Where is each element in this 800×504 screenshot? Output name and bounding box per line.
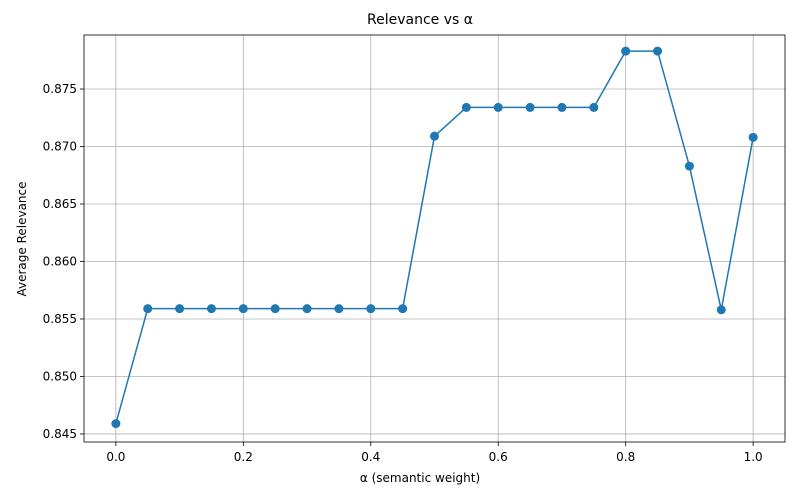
- y-tick-label: 0.870: [43, 140, 77, 154]
- x-tick-label: 1.0: [744, 450, 763, 464]
- data-point: [238, 304, 248, 314]
- data-point: [398, 304, 408, 314]
- x-tick-label: 0.6: [489, 450, 508, 464]
- data-point: [589, 102, 599, 112]
- y-tick-label: 0.860: [43, 254, 77, 268]
- x-tick-label: 0.8: [616, 450, 635, 464]
- plot-frame: [83, 34, 786, 443]
- tick-labels: 0.0 0.2 0.4 0.6 0.8 1.0 0.845 0.850 0.855 0.860 0.…: [43, 82, 763, 464]
- x-tick-label: 0.2: [234, 450, 253, 464]
- data-point: [430, 131, 439, 141]
- series-layer: [111, 46, 758, 429]
- data-point: [143, 304, 153, 314]
- y-axis-label: Average Relevance: [15, 181, 29, 296]
- y-tick-label: 0.875: [43, 82, 77, 96]
- axes: [80, 34, 786, 446]
- data-point: [302, 304, 312, 314]
- data-point: [716, 305, 726, 315]
- data-point: [653, 46, 663, 56]
- chart-title: Relevance vs α: [367, 12, 473, 28]
- y-tick-label: 0.865: [43, 197, 77, 211]
- data-point: [461, 102, 471, 112]
- data-point: [334, 304, 344, 314]
- data-point: [493, 102, 503, 112]
- y-tick-label: 0.850: [43, 369, 77, 383]
- data-point: [684, 161, 694, 171]
- data-point: [366, 304, 376, 314]
- data-point: [175, 304, 185, 314]
- data-point: [748, 132, 758, 142]
- y-tick-label: 0.855: [43, 312, 77, 326]
- y-tick-label: 0.845: [43, 427, 77, 441]
- x-tick-label: 0.4: [361, 450, 380, 464]
- data-point: [621, 46, 631, 56]
- data-point: [206, 304, 216, 314]
- data-point: [111, 419, 121, 429]
- x-tick-label: 0.0: [106, 450, 125, 464]
- x-axis-label: α (semantic weight): [360, 471, 480, 485]
- grid: [84, 35, 785, 442]
- data-point: [270, 304, 280, 314]
- series-line: [115, 50, 754, 424]
- data-point: [525, 102, 535, 112]
- data-point: [557, 102, 567, 112]
